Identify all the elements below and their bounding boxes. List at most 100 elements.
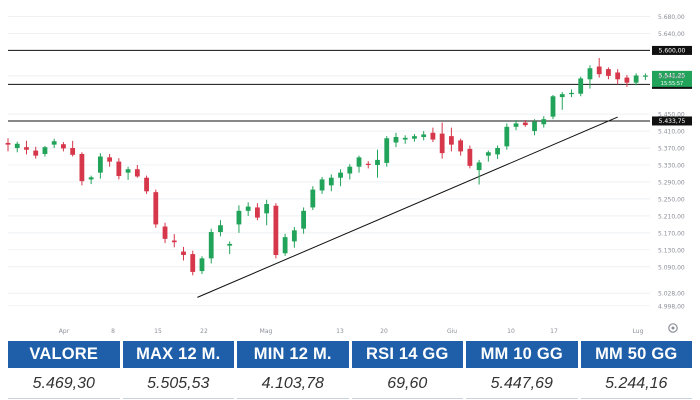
candle-body xyxy=(218,225,223,233)
candle xyxy=(5,138,11,152)
candle-body xyxy=(125,169,131,173)
candle-body xyxy=(245,206,251,211)
candle-body xyxy=(33,150,39,156)
candle xyxy=(365,161,371,169)
candle-body xyxy=(227,243,233,246)
y-tick-label: 5.028,00 xyxy=(658,291,685,298)
candle-body xyxy=(236,210,242,225)
candle xyxy=(171,234,177,248)
stat-min-12m: MIN 12 M. 4.103,78 xyxy=(237,341,349,399)
y-tick-label: 5.290,00 xyxy=(658,179,685,186)
candle-body xyxy=(578,78,584,94)
candle-body xyxy=(439,133,445,154)
candle xyxy=(421,131,427,141)
gear-icon[interactable] xyxy=(667,322,679,334)
candle-body xyxy=(319,179,325,191)
candle xyxy=(587,65,593,89)
candle xyxy=(495,145,500,160)
candle-body xyxy=(532,121,537,132)
candle xyxy=(485,150,491,162)
candle-body xyxy=(458,140,464,152)
stat-header: MM 10 GG xyxy=(466,341,578,368)
candle-body xyxy=(504,126,510,147)
x-tick-label: 13 xyxy=(336,328,344,335)
stat-valore: VALORE 5.469,30 xyxy=(8,341,120,399)
x-axis: Apr 8 15 22 Mag 13 20 Giu 10 17 Lug xyxy=(59,328,644,335)
candle-body xyxy=(51,141,57,145)
candle-body xyxy=(522,122,528,126)
candle xyxy=(51,138,57,149)
stat-value: 5.244,16 xyxy=(580,370,692,399)
price-chart: 5.600,005.520,005.433,755.541,2515:55:57… xyxy=(5,14,692,335)
candle xyxy=(393,132,399,148)
stat-mm-10: MM 10 GG 5.447,69 xyxy=(466,341,578,399)
candle xyxy=(467,145,473,169)
candle xyxy=(301,207,306,234)
y-tick-label: 5.640,00 xyxy=(658,31,685,38)
candle-body xyxy=(171,240,177,243)
candle xyxy=(134,165,140,178)
candle-body xyxy=(70,148,76,155)
y-tick-label: 5.250,00 xyxy=(658,196,685,203)
candle-body xyxy=(338,172,343,178)
candle xyxy=(70,140,76,157)
candle xyxy=(550,94,556,120)
candle-body xyxy=(24,147,29,150)
candle-body xyxy=(467,148,473,166)
candle xyxy=(448,127,454,152)
stat-header: RSI 14 GG xyxy=(351,341,463,368)
x-tick-label: 10 xyxy=(507,328,515,335)
candle-body xyxy=(615,72,621,80)
candle-body xyxy=(633,75,639,83)
y-tick-label: 5.210,00 xyxy=(658,213,685,220)
level-label-bg xyxy=(652,116,692,126)
candle xyxy=(190,250,196,276)
candle-body xyxy=(356,157,362,167)
candle-body xyxy=(301,210,306,229)
candle-body xyxy=(107,157,113,162)
candle xyxy=(264,199,270,226)
candle xyxy=(61,142,66,152)
current-price-time: 15:55:57 xyxy=(661,81,683,87)
candle xyxy=(107,153,113,167)
y-tick-label: 4.998,00 xyxy=(658,303,685,310)
x-tick-label: Apr xyxy=(59,328,70,335)
candle xyxy=(208,228,214,264)
candle xyxy=(79,152,85,186)
candle xyxy=(42,145,48,157)
x-tick-label: 17 xyxy=(550,328,558,335)
stat-rsi-14: RSI 14 GG 69,60 xyxy=(351,341,463,399)
candle-body xyxy=(134,169,140,177)
candle-body xyxy=(559,94,565,98)
candle-body xyxy=(79,153,85,182)
candle xyxy=(504,123,510,150)
candle-body xyxy=(476,162,482,171)
candle-body xyxy=(97,156,103,173)
y-tick-label: 5.680,00 xyxy=(658,14,685,21)
candle xyxy=(227,241,233,255)
candle-body xyxy=(264,204,270,214)
y-tick-label: 5.410,00 xyxy=(658,129,685,136)
candle-body xyxy=(569,92,574,95)
candle-body xyxy=(596,66,602,75)
y-tick-label: 5.330,00 xyxy=(658,163,685,170)
candle xyxy=(310,186,316,210)
candle-body xyxy=(485,152,491,156)
candle-body xyxy=(208,232,214,259)
candle-body xyxy=(495,148,500,155)
candle xyxy=(356,155,362,173)
x-tick-label: 15 xyxy=(154,328,162,335)
candle-body xyxy=(412,136,417,139)
trendline-layer xyxy=(197,116,618,298)
stat-header: MIN 12 M. xyxy=(237,341,349,368)
y-axis: 4.998,00 5.028,00 5.090,00 5.130,00 5.170,00… xyxy=(658,14,685,310)
candle-body xyxy=(144,177,149,192)
candle-body xyxy=(393,136,399,143)
candle xyxy=(522,120,528,127)
candle xyxy=(458,138,464,156)
candle xyxy=(606,67,611,80)
candle xyxy=(245,202,251,216)
candle xyxy=(125,166,131,180)
x-tick-label: Mag xyxy=(260,328,273,335)
